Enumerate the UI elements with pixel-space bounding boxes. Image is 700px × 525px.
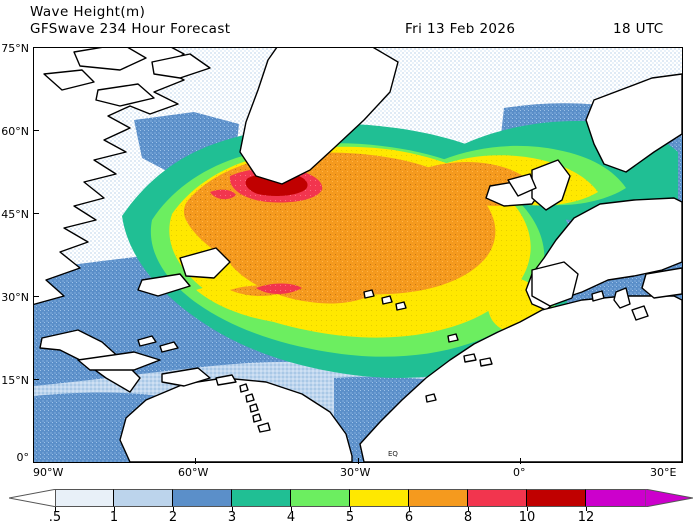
colorbar-tick-mark <box>468 507 469 511</box>
y-tick-label: 15°N <box>1 374 29 387</box>
colorbar-tick-mark <box>232 507 233 511</box>
y-tick-label: 45°N <box>1 208 29 221</box>
y-tick-label: 60°N <box>1 125 29 138</box>
colorbar-tick-label: 2 <box>168 510 178 525</box>
y-tick-mark <box>33 130 39 131</box>
colorbar-segment <box>114 489 173 507</box>
y-tick-mark <box>33 47 39 48</box>
map-plot-area: GM <box>33 47 683 463</box>
colorbar-segment <box>173 489 232 507</box>
y-axis: 75°N 60°N 45°N 30°N 15°N 0° <box>0 0 33 525</box>
y-tick-label: 75°N <box>1 42 29 55</box>
colorbar-segment <box>291 489 350 507</box>
colorbar-segment <box>468 489 527 507</box>
x-tick-label: 90°W <box>33 466 64 479</box>
page-title: Wave Height(m) <box>30 4 146 20</box>
x-tick-mark <box>358 458 359 464</box>
colorbar-tick-label: 3 <box>227 510 237 525</box>
colorbar: .5 1 2 3 4 5 6 8 10 12 <box>9 489 693 525</box>
y-tick-label: 0° <box>16 451 30 464</box>
colorbar-tick-label: 12 <box>577 510 595 525</box>
colorbar-tick-label: 6 <box>404 510 414 525</box>
forecast-date: Fri 13 Feb 2026 <box>405 21 516 37</box>
colorbar-tick-mark <box>55 507 56 511</box>
y-tick-mark <box>33 379 39 380</box>
colorbar-over-arrow <box>645 489 693 507</box>
y-tick-label: 30°N <box>1 291 29 304</box>
x-tick-label: 30°E <box>650 466 677 479</box>
colorbar-segment <box>232 489 291 507</box>
colorbar-tick-label: 5 <box>345 510 355 525</box>
colorbar-tick-label: .5 <box>48 510 62 525</box>
colorbar-tick-label: 10 <box>518 510 536 525</box>
colorbar-tick-label: 1 <box>109 510 119 525</box>
y-tick-mark <box>33 462 39 463</box>
colorbar-segment <box>409 489 468 507</box>
y-tick-mark <box>33 296 39 297</box>
colorbar-segment <box>527 489 586 507</box>
colorbar-tick-label: 4 <box>286 510 296 525</box>
colorbar-segment <box>55 489 114 507</box>
colorbar-tick-mark <box>586 507 587 511</box>
x-tick-mark <box>520 458 521 464</box>
wave-height-raster <box>34 48 682 462</box>
x-tick-mark <box>195 458 196 464</box>
y-tick-mark <box>33 213 39 214</box>
colorbar-tick-mark <box>350 507 351 511</box>
colorbar-tick-mark <box>291 507 292 511</box>
colorbar-tick-mark <box>173 507 174 511</box>
colorbar-tick-mark <box>114 507 115 511</box>
colorbar-tick-mark <box>527 507 528 511</box>
colorbar-segment <box>350 489 409 507</box>
model-subtitle: GFSwave 234 Hour Forecast <box>30 21 231 37</box>
x-tick-label: 30°W <box>340 466 371 479</box>
colorbar-tick-label: 8 <box>463 510 473 525</box>
forecast-time: 18 UTC <box>613 21 664 37</box>
colorbar-tick-mark <box>409 507 410 511</box>
colorbar-segment <box>586 489 645 507</box>
x-tick-label: 60°W <box>178 466 209 479</box>
colorbar-under-arrow <box>9 489 57 507</box>
x-tick-label: 0° <box>513 466 526 479</box>
